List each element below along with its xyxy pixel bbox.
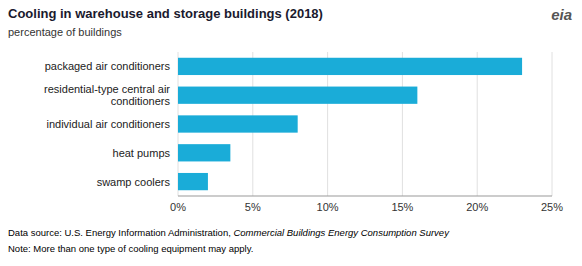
grid [178,52,552,196]
bar [178,144,230,161]
category-label: individual air conditioners [46,118,170,130]
tick-label: 25% [541,201,563,213]
tick-label: 15% [391,201,413,213]
category-label-line: conditioners [111,95,171,107]
tick-label: 0% [170,201,186,213]
subtitle: percentage of buildings [8,26,122,38]
x-axis-line [178,196,552,197]
bar [178,173,208,190]
chart: Cooling in warehouse and storage buildin… [0,0,582,266]
footer-source: Data source: U.S. Energy Information Adm… [8,227,450,238]
category-label: packaged air conditioners [45,60,171,72]
category-label-line: individual air conditioners [46,118,170,130]
bars [178,58,522,190]
category-label-line: packaged air conditioners [45,60,171,72]
category-label-line: heat pumps [113,147,171,159]
category-label: heat pumps [113,147,171,159]
bar [178,58,522,75]
tick-label: 5% [245,201,261,213]
background [0,0,582,266]
logo-text: eia [551,6,572,23]
title: Cooling in warehouse and storage buildin… [8,6,323,21]
grid-line [552,52,553,196]
tick-label: 10% [317,201,339,213]
bar [178,87,417,104]
category-label: swamp coolers [97,176,171,188]
category-label-line: swamp coolers [97,176,171,188]
category-label-line: residential-type central air [44,83,170,95]
category-label: residential-type central airconditioners [44,83,170,107]
bar [178,115,298,132]
footer-source-text: Data source: U.S. Energy Information Adm… [8,227,233,238]
tick-label: 20% [466,201,488,213]
footer-note: Note: More than one type of cooling equi… [8,243,253,254]
footer-source-italic: Commercial Buildings Energy Consumption … [233,227,450,238]
